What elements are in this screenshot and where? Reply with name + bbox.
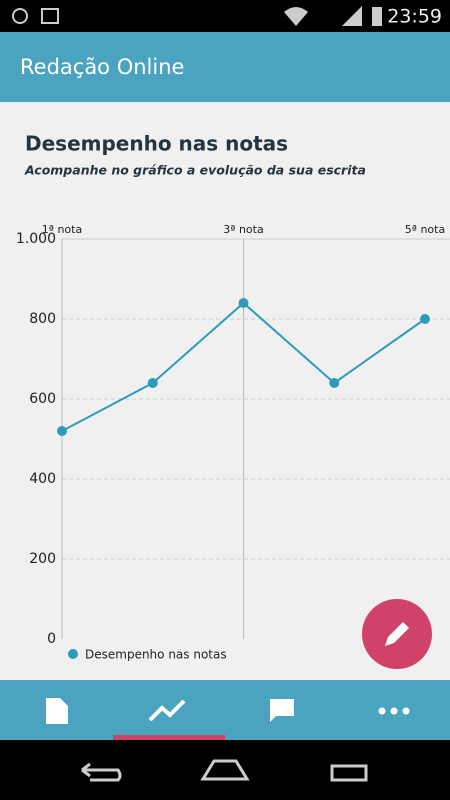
system-nav	[0, 740, 450, 800]
status-bar	[0, 0, 450, 32]
nav-messages[interactable]	[270, 699, 294, 722]
y-tick-label: 200	[29, 551, 56, 567]
y-tick-label: 800	[29, 311, 56, 327]
battery-icon	[372, 7, 382, 26]
status-icon	[41, 8, 59, 24]
data-point	[329, 378, 340, 388]
x-tick-label: 3ª nota	[223, 223, 263, 236]
back-button[interactable]	[81, 762, 122, 782]
y-tick-label: 400	[29, 471, 56, 487]
y-tick-label: 1.000	[16, 231, 56, 247]
x-tick-label: 1ª nota	[42, 223, 82, 236]
nav-more[interactable]	[378, 707, 410, 715]
nav-indicator	[113, 735, 225, 740]
y-tick-label: 600	[29, 391, 56, 407]
home-button[interactable]	[200, 759, 250, 781]
status-icon	[12, 8, 28, 24]
bottom-nav	[0, 680, 450, 740]
status-time: 23:59	[387, 6, 442, 28]
legend-label: Desempenho nas notas	[85, 648, 227, 662]
signal-icon	[342, 6, 362, 26]
data-point	[238, 298, 249, 308]
wifi-icon	[284, 7, 308, 26]
nav-doc[interactable]	[46, 698, 68, 724]
y-tick-label: 0	[47, 631, 56, 647]
app-bar	[0, 32, 450, 102]
x-tick-label: 5ª nota	[405, 223, 445, 236]
recents-button[interactable]	[330, 764, 368, 782]
app-title: Redação Online	[20, 55, 184, 79]
edit-icon	[385, 622, 409, 646]
data-point	[57, 426, 67, 436]
subheading: Acompanhe no gráfico a evolução da sua e…	[24, 163, 366, 178]
content	[0, 102, 450, 680]
data-point	[147, 378, 158, 388]
heading: Desempenho nas notas	[25, 132, 288, 156]
nav-chart[interactable]	[148, 699, 186, 722]
data-point	[420, 314, 430, 324]
legend-swatch	[68, 649, 78, 659]
